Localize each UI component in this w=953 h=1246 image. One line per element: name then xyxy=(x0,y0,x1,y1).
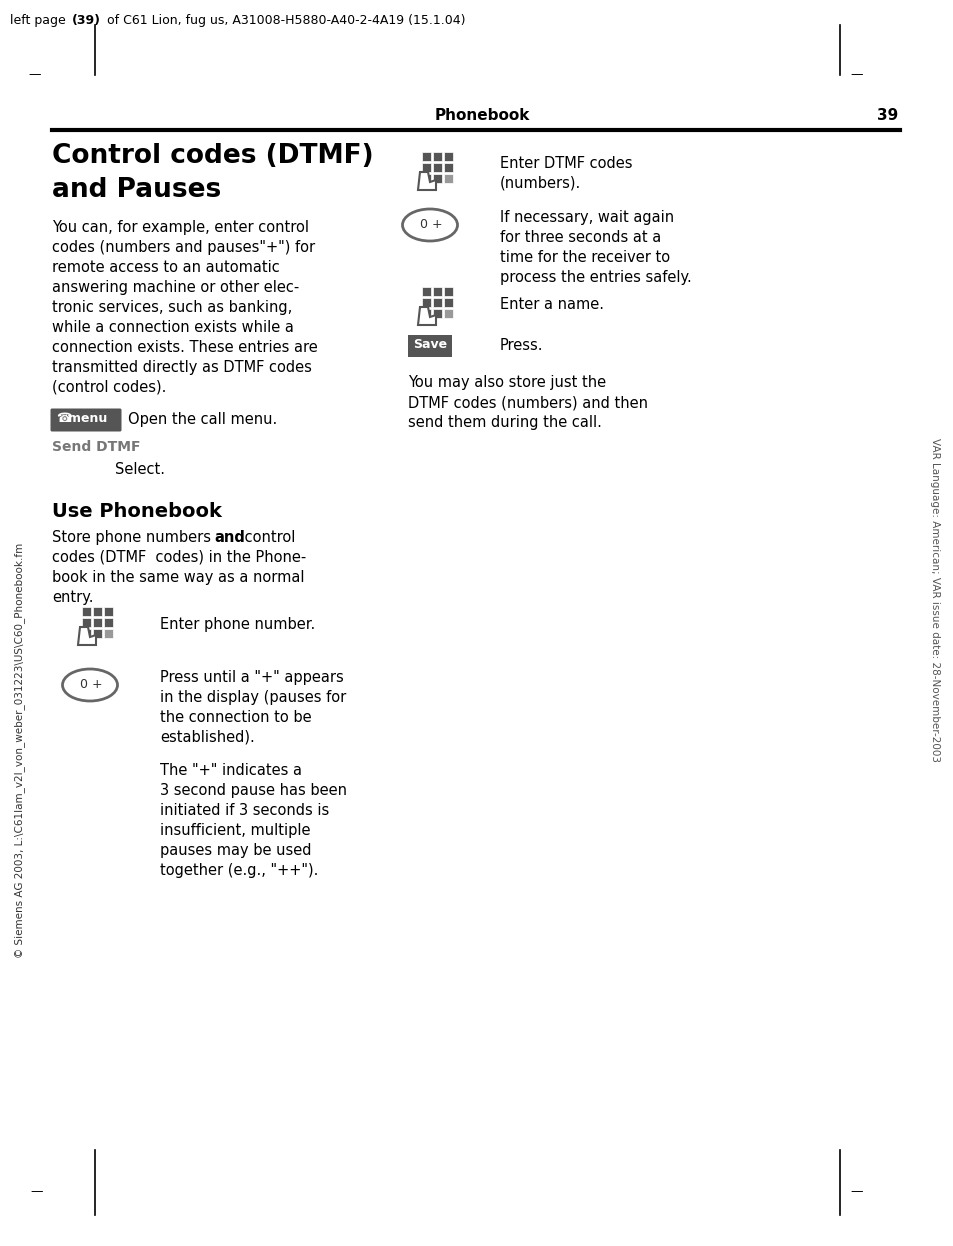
Bar xyxy=(433,163,441,172)
Bar xyxy=(421,298,431,307)
Bar xyxy=(104,607,112,616)
Bar xyxy=(92,629,102,638)
Text: Send DTMF: Send DTMF xyxy=(52,440,140,454)
Bar xyxy=(421,152,431,161)
Bar xyxy=(421,163,431,172)
Text: of C61 Lion, fug us, A31008-H5880-A40-2-4A19 (15.1.04): of C61 Lion, fug us, A31008-H5880-A40-2-… xyxy=(103,14,465,27)
Text: connection exists. These entries are: connection exists. These entries are xyxy=(52,340,317,355)
Bar xyxy=(443,309,453,318)
Text: and: and xyxy=(213,530,245,545)
Text: (control codes).: (control codes). xyxy=(52,380,166,395)
Text: —: — xyxy=(849,69,862,81)
Text: 39: 39 xyxy=(876,108,897,123)
Text: Use Phonebook: Use Phonebook xyxy=(52,502,222,521)
Ellipse shape xyxy=(402,209,457,240)
Text: © Siemens AG 2003, L:\C61lam_v2l_von_weber_031223\US\C60_Phonebook.fm: © Siemens AG 2003, L:\C61lam_v2l_von_web… xyxy=(14,542,26,958)
Text: pauses may be used: pauses may be used xyxy=(160,844,312,858)
Text: menu: menu xyxy=(68,412,107,425)
Bar xyxy=(433,174,441,183)
Text: tronic services, such as banking,: tronic services, such as banking, xyxy=(52,300,292,315)
Bar xyxy=(104,629,112,638)
Bar xyxy=(421,287,431,297)
Text: for three seconds at a: for three seconds at a xyxy=(499,231,660,245)
Bar xyxy=(82,629,91,638)
Polygon shape xyxy=(417,307,436,325)
Polygon shape xyxy=(417,172,436,189)
Bar xyxy=(421,174,431,183)
Text: (39): (39) xyxy=(71,14,101,27)
Text: together (e.g., "++").: together (e.g., "++"). xyxy=(160,863,318,878)
Bar xyxy=(433,287,441,297)
Bar xyxy=(92,618,102,627)
Bar xyxy=(104,618,112,627)
Text: 3 second pause has been: 3 second pause has been xyxy=(160,782,347,797)
Text: 0 +: 0 + xyxy=(80,678,103,692)
Text: Press.: Press. xyxy=(499,338,543,353)
Bar xyxy=(443,287,453,297)
Text: send them during the call.: send them during the call. xyxy=(408,415,601,430)
Bar xyxy=(433,298,441,307)
Text: If necessary, wait again: If necessary, wait again xyxy=(499,211,674,226)
Text: Open the call menu.: Open the call menu. xyxy=(128,412,277,427)
Ellipse shape xyxy=(63,669,117,701)
Text: —: — xyxy=(849,1185,862,1197)
Polygon shape xyxy=(78,627,96,645)
Text: Phonebook: Phonebook xyxy=(435,108,530,123)
Text: answering machine or other elec-: answering machine or other elec- xyxy=(52,280,299,295)
Text: ☎: ☎ xyxy=(56,412,71,425)
FancyBboxPatch shape xyxy=(51,409,121,431)
Text: Store phone numbers: Store phone numbers xyxy=(52,530,215,545)
Bar xyxy=(421,309,431,318)
Text: You can, for example, enter control: You can, for example, enter control xyxy=(52,221,309,235)
Bar xyxy=(82,618,91,627)
Text: the connection to be: the connection to be xyxy=(160,710,312,725)
Bar xyxy=(433,309,441,318)
Text: codes (DTMF  codes) in the Phone-: codes (DTMF codes) in the Phone- xyxy=(52,549,306,564)
Text: The "+" indicates a: The "+" indicates a xyxy=(160,763,302,778)
Text: (numbers).: (numbers). xyxy=(499,176,580,191)
Text: control: control xyxy=(240,530,295,545)
Text: in the display (pauses for: in the display (pauses for xyxy=(160,690,346,705)
Bar xyxy=(443,163,453,172)
Text: insufficient, multiple: insufficient, multiple xyxy=(160,824,310,839)
Bar xyxy=(433,152,441,161)
Bar xyxy=(443,174,453,183)
Text: Enter DTMF codes: Enter DTMF codes xyxy=(499,156,632,171)
Text: entry.: entry. xyxy=(52,591,93,606)
Bar xyxy=(82,607,91,616)
Text: Enter phone number.: Enter phone number. xyxy=(160,617,314,632)
Text: process the entries safely.: process the entries safely. xyxy=(499,270,691,285)
Text: Select.: Select. xyxy=(115,462,165,477)
Text: 0 +: 0 + xyxy=(419,218,442,231)
Text: time for the receiver to: time for the receiver to xyxy=(499,250,669,265)
Text: and Pauses: and Pauses xyxy=(52,177,221,203)
FancyBboxPatch shape xyxy=(408,335,452,358)
Text: —: — xyxy=(30,1185,43,1197)
Bar xyxy=(92,607,102,616)
Text: —: — xyxy=(28,69,40,81)
Text: You may also store just the: You may also store just the xyxy=(408,375,605,390)
Text: remote access to an automatic: remote access to an automatic xyxy=(52,260,279,275)
Text: established).: established). xyxy=(160,730,254,745)
Text: book in the same way as a normal: book in the same way as a normal xyxy=(52,569,304,586)
Bar xyxy=(443,298,453,307)
Text: Press until a "+" appears: Press until a "+" appears xyxy=(160,670,343,685)
Text: left page: left page xyxy=(10,14,70,27)
Text: DTMF codes (numbers) and then: DTMF codes (numbers) and then xyxy=(408,395,647,410)
Text: Enter a name.: Enter a name. xyxy=(499,297,603,312)
Text: VAR Language: American; VAR issue date: 28-November-2003: VAR Language: American; VAR issue date: … xyxy=(929,439,939,763)
Text: transmitted directly as DTMF codes: transmitted directly as DTMF codes xyxy=(52,360,312,375)
Text: Save: Save xyxy=(413,338,447,350)
Text: Control codes (DTMF): Control codes (DTMF) xyxy=(52,143,374,169)
Bar xyxy=(443,152,453,161)
Text: codes (numbers and pauses"+") for: codes (numbers and pauses"+") for xyxy=(52,240,314,255)
Text: initiated if 3 seconds is: initiated if 3 seconds is xyxy=(160,802,329,819)
Text: while a connection exists while a: while a connection exists while a xyxy=(52,320,294,335)
